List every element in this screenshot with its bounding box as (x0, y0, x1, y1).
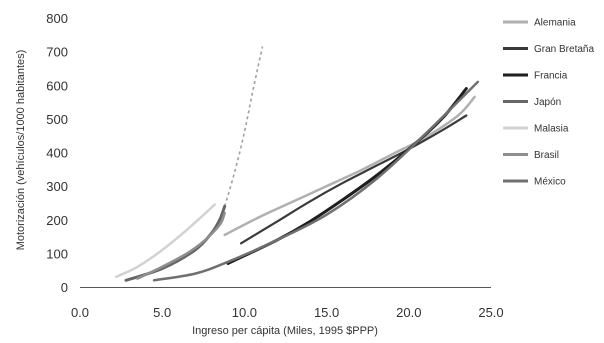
y-tick-label: 800 (46, 11, 68, 26)
y-tick-label: 500 (46, 112, 68, 127)
series-line-malasia (114, 203, 217, 279)
x-tick-labels: 0.0 5.0 10.0 15.0 20.0 25.0 (71, 305, 504, 320)
x-tick-label: 5.0 (153, 305, 171, 320)
y-tick-labels: 0 100 200 300 400 500 600 700 800 (46, 11, 68, 295)
legend-label: Gran Bretaña (534, 44, 594, 55)
y-tick-label: 400 (46, 146, 68, 161)
legend-label: México (534, 177, 566, 188)
legend-label: Japón (534, 97, 561, 108)
y-tick-label: 0 (61, 280, 68, 295)
legend-label: Alemania (534, 18, 576, 29)
series-line-brasil (136, 211, 226, 280)
y-tick-label: 100 (46, 246, 68, 261)
x-tick-label: 20.0 (396, 305, 421, 320)
legend-label: Malasia (534, 124, 569, 135)
legend: Alemania Gran Bretaña Francia Japón Malasia B… (503, 18, 594, 188)
x-axis-title: Ingreso per cápita (Miles, 1995 $PPP) (192, 325, 378, 337)
series-line-gran-breta-a (240, 114, 468, 245)
series-layer (114, 46, 480, 282)
y-tick-label: 600 (46, 78, 68, 93)
series-line-m-xico (152, 80, 480, 282)
series-line-alemania (223, 95, 476, 237)
y-axis-title: Motorización (vehículos/1000 habitantes) (15, 50, 27, 251)
y-tick-label: 700 (46, 45, 68, 60)
y-tick-label: 300 (46, 179, 68, 194)
dashed-trend-line (223, 46, 264, 207)
x-tick-label: 15.0 (314, 305, 339, 320)
y-tick-label: 200 (46, 213, 68, 228)
x-tick-label: 25.0 (478, 305, 503, 320)
legend-label: Brasil (534, 150, 559, 161)
x-tick-label: 0.0 (71, 305, 89, 320)
x-tick-label: 10.0 (232, 305, 257, 320)
legend-label: Francia (534, 71, 568, 82)
